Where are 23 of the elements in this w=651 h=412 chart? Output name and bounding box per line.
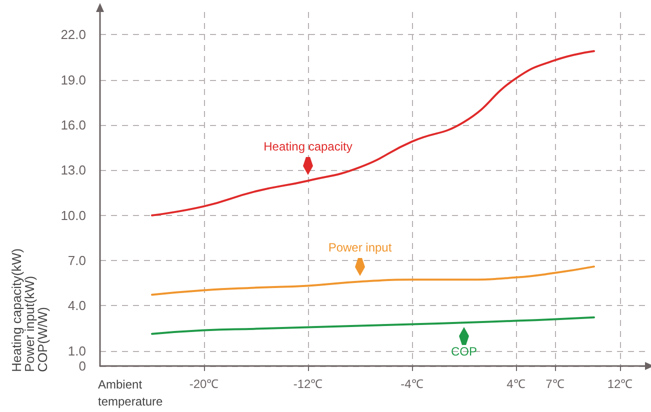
series-label: Heating capacity [264, 140, 352, 154]
y-tick-label: 16.0 [60, 117, 86, 132]
x-tick-label: 12℃ [607, 377, 633, 391]
y-tick-label: 10.0 [60, 208, 86, 223]
x-tick-label: 4℃ [506, 377, 526, 391]
y-tick-label: 22.0 [60, 27, 86, 42]
y-tick-label: 7.0 [68, 253, 86, 268]
text: Power input [328, 240, 392, 255]
line-series [151, 316, 595, 335]
x-tick-label: 7℃ [546, 377, 564, 391]
legend-label: COP [450, 344, 478, 359]
x-tick-label: -20℃ [189, 377, 219, 391]
x-tick-label: -12℃ [293, 377, 323, 391]
y-tick-label: 13.0 [60, 162, 86, 178]
y-tick-label: 0 [78, 358, 86, 374]
line-series [151, 50, 595, 216]
y-tick-label: 1.0 [68, 343, 86, 358]
y-tick-label: 4.0 [68, 298, 86, 314]
y-tick-label: 19.0 [60, 72, 86, 88]
x-axis-title: Ambient temperature [98, 378, 164, 408]
line-series [151, 266, 595, 296]
x-tick-label: -4℃ [400, 377, 424, 391]
y-axis-title: Heating capacity(kW) Power input(kW) COP(W/W) [9, 248, 50, 372]
